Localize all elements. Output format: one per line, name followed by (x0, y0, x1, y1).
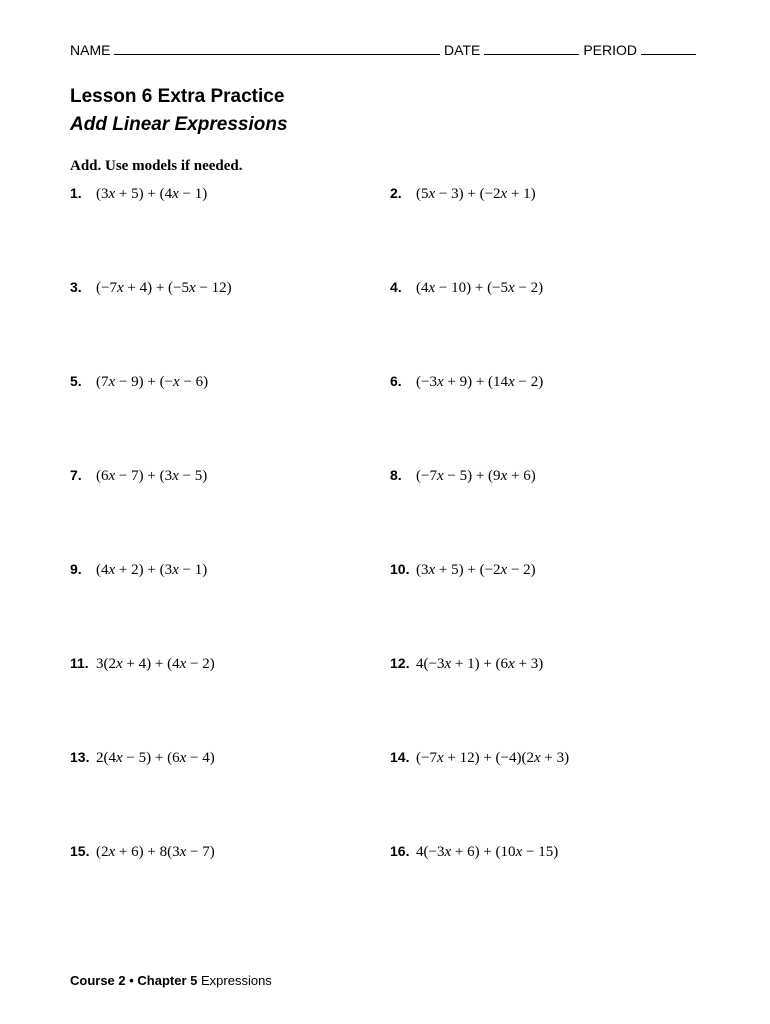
date-blank[interactable] (484, 54, 579, 55)
problem-2: 2. (5x − 3) + (−2x + 1) (390, 185, 700, 203)
footer-bold: Course 2 • Chapter 5 (70, 973, 197, 988)
problem-expression: (4x − 10) + (−5x − 2) (416, 280, 543, 297)
problem-number: 5. (70, 373, 90, 389)
problem-10: 10. (3x + 5) + (−2x − 2) (390, 561, 700, 579)
problem-14: 14. (−7x + 12) + (−4)(2x + 3) (390, 749, 700, 767)
date-label: DATE (444, 42, 480, 58)
problem-expression: (5x − 3) + (−2x + 1) (416, 186, 536, 203)
problem-12: 12. 4(−3x + 1) + (6x + 3) (390, 655, 700, 673)
problem-number: 6. (390, 373, 410, 389)
problem-3: 3. (−7x + 4) + (−5x − 12) (70, 279, 380, 297)
problem-expression: (−7x + 4) + (−5x − 12) (96, 280, 232, 297)
lesson-title: Lesson 6 Extra Practice (70, 86, 700, 108)
problem-number: 13. (70, 749, 90, 765)
problem-number: 9. (70, 561, 90, 577)
problem-number: 1. (70, 185, 90, 201)
problem-11: 11. 3(2x + 4) + (4x − 2) (70, 655, 380, 673)
problem-4: 4. (4x − 10) + (−5x − 2) (390, 279, 700, 297)
lesson-subtitle: Add Linear Expressions (70, 114, 700, 136)
footer: Course 2 • Chapter 5 Expressions (70, 973, 272, 988)
period-label: PERIOD (583, 42, 637, 58)
problem-number: 11. (70, 655, 90, 671)
problem-13: 13. 2(4x − 5) + (6x − 4) (70, 749, 380, 767)
problem-expression: (3x + 5) + (4x − 1) (96, 186, 207, 203)
problem-1: 1. (3x + 5) + (4x − 1) (70, 185, 380, 203)
problem-expression: 3(2x + 4) + (4x − 2) (96, 656, 215, 673)
problem-number: 2. (390, 185, 410, 201)
problem-number: 3. (70, 279, 90, 295)
problem-expression: (7x − 9) + (−x − 6) (96, 374, 208, 391)
problem-expression: (2x + 6) + 8(3x − 7) (96, 844, 215, 861)
problem-number: 4. (390, 279, 410, 295)
problem-number: 10. (390, 561, 410, 577)
problem-number: 16. (390, 843, 410, 859)
problem-expression: 2(4x − 5) + (6x − 4) (96, 750, 215, 767)
problem-number: 8. (390, 467, 410, 483)
period-blank[interactable] (641, 54, 696, 55)
name-blank[interactable] (114, 54, 440, 55)
name-label: NAME (70, 42, 110, 58)
problem-expression: 4(−3x + 1) + (6x + 3) (416, 656, 543, 673)
problem-number: 14. (390, 749, 410, 765)
problem-number: 7. (70, 467, 90, 483)
problem-expression: (−3x + 9) + (14x − 2) (416, 374, 543, 391)
problem-number: 15. (70, 843, 90, 859)
problem-expression: (4x + 2) + (3x − 1) (96, 562, 207, 579)
problem-5: 5. (7x − 9) + (−x − 6) (70, 373, 380, 391)
problem-9: 9. (4x + 2) + (3x − 1) (70, 561, 380, 579)
instruction: Add. Use models if needed. (70, 158, 700, 175)
problem-grid: 1. (3x + 5) + (4x − 1) 2. (5x − 3) + (−2x +… (70, 185, 700, 861)
problem-number: 12. (390, 655, 410, 671)
problem-15: 15. (2x + 6) + 8(3x − 7) (70, 843, 380, 861)
problem-expression: (−7x + 12) + (−4)(2x + 3) (416, 750, 569, 767)
problem-expression: (3x + 5) + (−2x − 2) (416, 562, 536, 579)
problem-6: 6. (−3x + 9) + (14x − 2) (390, 373, 700, 391)
footer-rest: Expressions (197, 973, 271, 988)
problem-expression: 4(−3x + 6) + (10x − 15) (416, 844, 558, 861)
problem-7: 7. (6x − 7) + (3x − 5) (70, 467, 380, 485)
problem-expression: (−7x − 5) + (9x + 6) (416, 468, 536, 485)
problem-expression: (6x − 7) + (3x − 5) (96, 468, 207, 485)
problem-16: 16. 4(−3x + 6) + (10x − 15) (390, 843, 700, 861)
problem-8: 8. (−7x − 5) + (9x + 6) (390, 467, 700, 485)
header-row: NAME DATE PERIOD (70, 42, 700, 58)
